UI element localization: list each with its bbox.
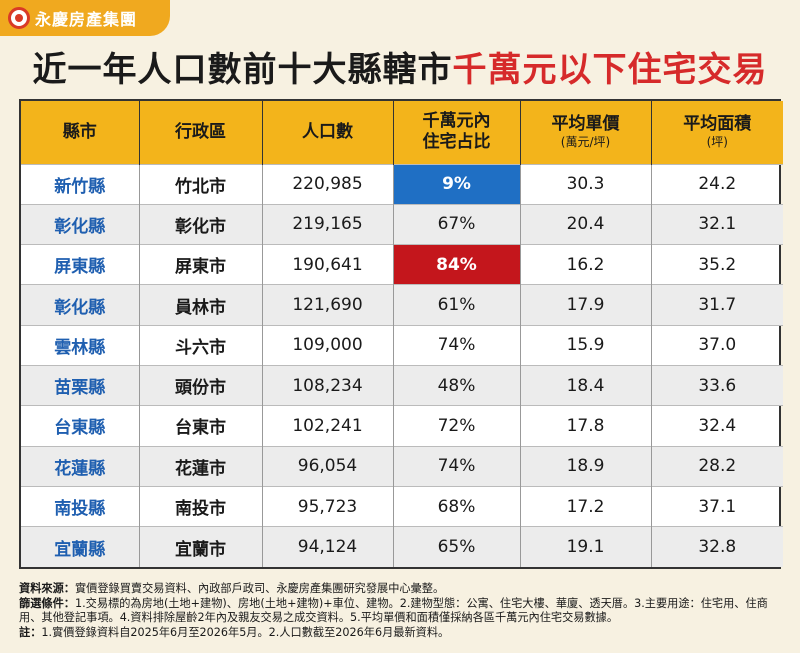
header-county: 縣市 (21, 101, 140, 164)
brand-name: 永慶房產集團 (35, 10, 138, 29)
cell-price: 19.1 (520, 526, 652, 567)
cell-share: 74% (393, 445, 521, 487)
source-note: 資料來源：實價登錄買賣交易資料、內政部戶政司、永慶房產集團研究發展中心彙整。 (19, 582, 445, 595)
cell-district: 南投市 (139, 485, 263, 527)
cell-price: 16.2 (520, 244, 652, 285)
table-row: 彰化縣 員林市 121,690 61% 17.9 31.7 (21, 284, 783, 326)
cell-county: 彰化縣 (21, 203, 140, 245)
header-share: 千萬元內 住宅占比 (393, 101, 521, 164)
cell-district: 彰化市 (139, 203, 263, 245)
cell-area: 32.1 (651, 203, 783, 245)
cell-population: 96,054 (262, 445, 394, 487)
cell-price: 20.4 (520, 203, 652, 245)
footnotes: 資料來源：實價登錄買賣交易資料、內政部戶政司、永慶房產集團研究發展中心彙整。 篩… (19, 582, 781, 640)
cell-population: 108,234 (262, 364, 394, 406)
cell-price: 17.8 (520, 405, 652, 447)
cell-share: 65% (393, 526, 521, 567)
cell-area: 24.2 (651, 163, 783, 205)
filter-note: 篩選條件：1.交易標的為房地(土地+建物)、房地(土地+建物)+車位、建物。2.… (19, 596, 768, 625)
cell-area: 32.8 (651, 526, 783, 567)
cell-population: 220,985 (262, 163, 394, 205)
page-title: 近一年人口數前十大縣轄市千萬元以下住宅交易 (0, 42, 800, 91)
cell-price: 30.3 (520, 163, 652, 205)
table-row: 雲林縣 斗六市 109,000 74% 15.9 37.0 (21, 324, 783, 366)
table-row: 屏東縣 屏東市 190,641 84% 16.2 35.2 (21, 244, 783, 285)
cell-district: 竹北市 (139, 163, 263, 205)
cell-price: 17.2 (520, 485, 652, 527)
cell-county: 雲林縣 (21, 324, 140, 366)
table-header-row: 縣市 行政區 人口數 千萬元內 住宅占比 平均單價 (萬元/坪) 平均面積 (坪) (21, 101, 783, 164)
cell-district: 頭份市 (139, 364, 263, 406)
data-table: 縣市 行政區 人口數 千萬元內 住宅占比 平均單價 (萬元/坪) 平均面積 (坪) 新… (21, 101, 783, 567)
cell-share: 74% (393, 324, 521, 366)
header-district: 行政區 (139, 101, 263, 164)
table-row: 彰化縣 彰化市 219,165 67% 20.4 32.1 (21, 203, 783, 245)
table-row: 台東縣 台東市 102,241 72% 17.8 32.4 (21, 405, 783, 447)
cell-county: 彰化縣 (21, 284, 140, 326)
cell-price: 17.9 (520, 284, 652, 326)
header-population: 人口數 (262, 101, 394, 164)
cell-price: 18.9 (520, 445, 652, 487)
extra-note: 註：1.實價登錄資料自2025年6月至2026年5月。2.人口數截至2026年6… (19, 625, 450, 639)
title-part1: 近一年人口數前十大縣轄市 (32, 50, 453, 90)
cell-county: 花蓮縣 (21, 445, 140, 487)
cell-county: 苗栗縣 (21, 364, 140, 406)
cell-population: 94,124 (262, 526, 394, 567)
cell-share: 48% (393, 364, 521, 406)
cell-share: 61% (393, 284, 521, 326)
cell-area: 32.4 (651, 405, 783, 447)
cell-area: 37.1 (651, 485, 783, 527)
table-row: 新竹縣 竹北市 220,985 9% 30.3 24.2 (21, 163, 783, 205)
table-row: 南投縣 南投市 95,723 68% 17.2 37.1 (21, 485, 783, 527)
cell-population: 219,165 (262, 203, 394, 245)
cell-area: 28.2 (651, 445, 783, 487)
cell-district: 員林市 (139, 284, 263, 326)
cell-area: 35.2 (651, 244, 783, 285)
cell-population: 102,241 (262, 405, 394, 447)
cell-district: 花蓮市 (139, 445, 263, 487)
cell-share: 67% (393, 203, 521, 245)
header-area: 平均面積 (坪) (651, 101, 783, 164)
cell-share: 84% (393, 244, 521, 285)
cell-county: 南投縣 (21, 485, 140, 527)
cell-area: 37.0 (651, 324, 783, 366)
cell-area: 33.6 (651, 364, 783, 406)
brand-logo: 永慶房產集團 (0, 0, 170, 36)
cell-county: 台東縣 (21, 405, 140, 447)
cell-district: 斗六市 (139, 324, 263, 366)
cell-share: 68% (393, 485, 521, 527)
table-row: 苗栗縣 頭份市 108,234 48% 18.4 33.6 (21, 364, 783, 406)
cell-district: 台東市 (139, 405, 263, 447)
cell-price: 18.4 (520, 364, 652, 406)
cell-county: 新竹縣 (21, 163, 140, 205)
cell-price: 15.9 (520, 324, 652, 366)
cell-population: 190,641 (262, 244, 394, 285)
cell-area: 31.7 (651, 284, 783, 326)
cell-county: 屏東縣 (21, 244, 140, 285)
cell-population: 121,690 (262, 284, 394, 326)
cell-district: 屏東市 (139, 244, 263, 285)
brand-logo-icon (8, 7, 30, 29)
cell-population: 95,723 (262, 485, 394, 527)
cell-district: 宜蘭市 (139, 526, 263, 567)
data-table-container: 縣市 行政區 人口數 千萬元內 住宅占比 平均單價 (萬元/坪) 平均面積 (坪) 新… (19, 99, 783, 569)
header-price: 平均單價 (萬元/坪) (520, 101, 652, 164)
table-row: 花蓮縣 花蓮市 96,054 74% 18.9 28.2 (21, 445, 783, 487)
cell-population: 109,000 (262, 324, 394, 366)
title-part2: 千萬元以下住宅交易 (452, 50, 768, 90)
cell-share: 9% (393, 163, 521, 205)
cell-county: 宜蘭縣 (21, 526, 140, 567)
table-row: 宜蘭縣 宜蘭市 94,124 65% 19.1 32.8 (21, 526, 783, 567)
cell-share: 72% (393, 405, 521, 447)
